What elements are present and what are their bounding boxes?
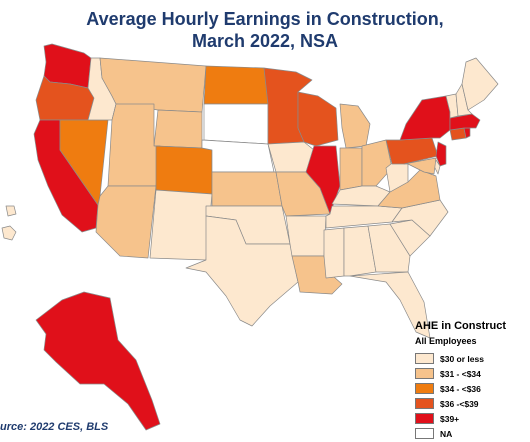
legend-label: $36 -<$39	[440, 398, 479, 409]
legend-item: $36 -<$39	[415, 397, 530, 410]
state-nm	[149, 189, 213, 261]
state-vt	[445, 93, 459, 119]
state-tx	[185, 215, 299, 327]
map-title: Average Hourly Earnings in Construction,…	[0, 8, 530, 52]
source-note: urce: 2022 CES, BLS	[0, 421, 109, 433]
legend-label: NA	[440, 428, 453, 439]
legend-subtitle: All Employees	[415, 336, 477, 346]
legend-swatch	[415, 353, 434, 364]
state-al	[343, 225, 377, 277]
state-az	[95, 185, 157, 259]
legend-item: $31 - <$34	[415, 367, 530, 380]
legend-swatch	[415, 413, 434, 424]
state-nj	[435, 141, 447, 167]
state-ga	[367, 223, 411, 273]
state-wa	[43, 43, 92, 89]
legend-label: $31 - <$34	[440, 368, 481, 379]
state-nh	[455, 83, 473, 117]
state-fl	[349, 271, 431, 339]
legend-swatch	[415, 383, 434, 394]
legend-swatch	[415, 428, 434, 439]
state-hi-island-2	[5, 205, 17, 217]
state-wi	[297, 91, 339, 147]
state-co	[155, 145, 213, 195]
state-ut	[107, 103, 161, 187]
state-in	[339, 147, 363, 191]
legend: AHE in Construct All Employees $30 or le…	[415, 320, 530, 442]
state-ma	[449, 113, 481, 131]
state-sd	[203, 103, 269, 145]
legend-item: $30 or less	[415, 352, 530, 365]
state-wy	[153, 109, 203, 149]
legend-label: $39+	[440, 413, 460, 424]
legend-item: $39+	[415, 412, 530, 425]
map-title-line-1: Average Hourly Earnings in Construction,	[86, 9, 444, 29]
legend-item: NA	[415, 427, 530, 440]
state-ar	[285, 215, 327, 257]
state-md	[403, 157, 437, 175]
legend-title: AHE in Construct	[415, 320, 507, 332]
state-mi	[339, 103, 371, 149]
state-ms	[323, 227, 345, 279]
legend-label: $34 - <$36	[440, 383, 481, 394]
legend-swatch	[415, 398, 434, 409]
state-oh	[361, 139, 393, 187]
state-ne	[201, 139, 275, 173]
state-hi	[1, 225, 17, 241]
state-me	[461, 57, 499, 111]
state-shapes	[1, 43, 499, 431]
map-title-line-2: March 2022, NSA	[191, 31, 339, 51]
legend-swatch	[415, 368, 434, 379]
state-ks	[211, 171, 283, 207]
state-ak	[35, 291, 161, 431]
state-nd	[203, 65, 269, 105]
legend-item: $34 - <$36	[415, 382, 530, 395]
state-ny	[399, 95, 451, 141]
legend-label: $30 or less	[440, 353, 484, 364]
